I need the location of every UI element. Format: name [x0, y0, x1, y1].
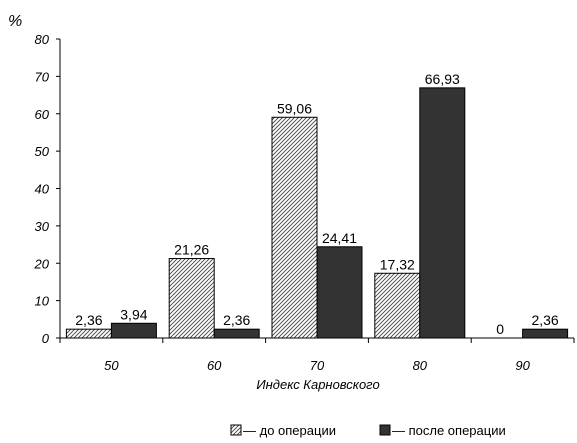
legend-swatch-after — [379, 424, 391, 436]
y-tick-label: 80 — [35, 32, 50, 47]
y-tick-label: 50 — [35, 144, 50, 159]
data-label: 17,32 — [380, 256, 415, 272]
legend: — до операции — после операции — [230, 423, 506, 438]
bar — [419, 87, 466, 339]
x-tick-label: 80 — [413, 358, 428, 373]
data-label: 3,94 — [120, 306, 147, 322]
bar — [110, 322, 157, 339]
y-tick-label: 20 — [34, 256, 50, 271]
data-label: 2,36 — [75, 312, 102, 328]
x-tick-label: 90 — [515, 358, 530, 373]
bar — [213, 328, 260, 339]
x-tick-label: 50 — [104, 358, 119, 373]
data-label: 2,36 — [223, 312, 250, 328]
bar — [65, 328, 112, 339]
y-tick-label: 30 — [35, 219, 50, 234]
legend-swatch-before — [230, 424, 242, 436]
bars — [65, 87, 569, 339]
data-label: 59,06 — [277, 100, 312, 116]
x-tick-label: 60 — [207, 358, 222, 373]
data-label: 21,26 — [174, 242, 209, 258]
bar — [374, 272, 421, 339]
data-label: 24,41 — [322, 230, 357, 246]
bar — [168, 258, 215, 339]
data-labels: 2,36 21,26 59,06 17,32 0 3,94 2,36 24,41 66,93 2,… — [75, 71, 559, 337]
bar — [316, 246, 363, 339]
bar — [271, 116, 318, 339]
y-tick-label: 40 — [35, 182, 50, 197]
y-tick-label: 70 — [35, 69, 50, 84]
axes: 0 10 20 30 40 50 60 70 80 50 60 70 80 90 — [34, 32, 575, 373]
x-tick-label: 70 — [310, 358, 325, 373]
legend-label-before: — до операции — [243, 423, 336, 438]
data-label: 2,36 — [531, 312, 558, 328]
data-label: 0 — [496, 321, 504, 337]
x-axis-title: Индекс Карновского — [256, 377, 379, 392]
data-label: 66,93 — [425, 71, 460, 87]
y-unit-label: % — [8, 13, 22, 30]
y-tick-label: 10 — [35, 294, 50, 309]
y-tick-label: 60 — [35, 107, 50, 122]
legend-label-after: — после операции — [392, 423, 506, 438]
bar — [522, 328, 569, 339]
y-tick-label: 0 — [42, 331, 50, 346]
